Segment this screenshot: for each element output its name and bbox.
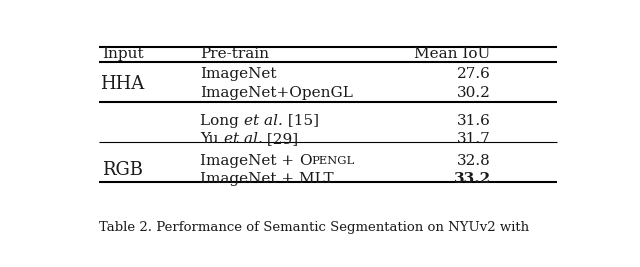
Text: [15]: [15] bbox=[283, 113, 319, 128]
Text: HHA: HHA bbox=[100, 75, 145, 93]
Text: ImageNet +: ImageNet + bbox=[200, 154, 299, 168]
Text: ImageNet + MLT: ImageNet + MLT bbox=[200, 172, 333, 186]
Text: 33.2: 33.2 bbox=[454, 172, 491, 186]
Text: ImageNet+OpenGL: ImageNet+OpenGL bbox=[200, 86, 353, 100]
Text: Yu: Yu bbox=[200, 132, 223, 146]
Text: Input: Input bbox=[102, 47, 143, 61]
Text: [29]: [29] bbox=[262, 132, 298, 146]
Text: et al.: et al. bbox=[223, 132, 262, 146]
Text: et al.: et al. bbox=[244, 113, 283, 128]
Text: Long: Long bbox=[200, 113, 244, 128]
Text: 30.2: 30.2 bbox=[457, 86, 491, 100]
Text: ImageNet: ImageNet bbox=[200, 67, 276, 81]
Text: PENGL: PENGL bbox=[312, 156, 355, 166]
Text: 32.8: 32.8 bbox=[457, 154, 491, 168]
Text: 31.6: 31.6 bbox=[457, 113, 491, 128]
Text: 27.6: 27.6 bbox=[457, 67, 491, 81]
Text: Mean IoU: Mean IoU bbox=[414, 47, 491, 61]
Text: RGB: RGB bbox=[102, 161, 143, 179]
Text: Table 2. Performance of Semantic Segmentation on NYUv2 with: Table 2. Performance of Semantic Segment… bbox=[99, 221, 529, 234]
Text: O: O bbox=[299, 154, 312, 168]
Text: Pre-train: Pre-train bbox=[200, 47, 269, 61]
Text: 31.7: 31.7 bbox=[457, 132, 491, 146]
